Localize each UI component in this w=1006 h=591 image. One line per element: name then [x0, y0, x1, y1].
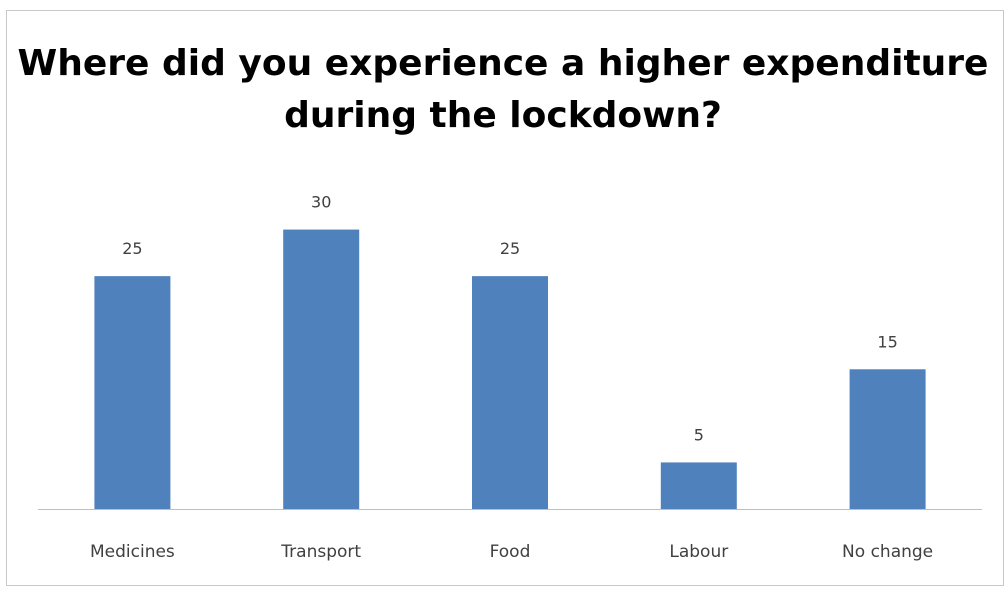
- data-label-medicines: 25: [122, 239, 142, 258]
- x-tick-label-no-change: No change: [842, 542, 933, 562]
- x-tick-label-labour: Labour: [669, 542, 728, 562]
- bars-layer: [94, 229, 926, 510]
- bar-no-change: [849, 369, 926, 509]
- x-tick-label-medicines: Medicines: [90, 542, 175, 562]
- x-tick-label-transport: Transport: [280, 542, 361, 562]
- chart-title: Where did you experience a higher expend…: [17, 43, 989, 136]
- x-tick-label-food: Food: [490, 542, 531, 562]
- bar-labour: [660, 462, 737, 509]
- data-label-no-change: 15: [877, 332, 897, 351]
- bar-food: [472, 276, 548, 509]
- bar-medicines: [94, 276, 171, 509]
- data-label-transport: 30: [311, 193, 331, 212]
- data-label-labour: 5: [694, 425, 704, 444]
- bar-transport: [283, 229, 360, 510]
- labels-layer: 25 Medicines 30 Transport 25 Food 5 Labour 15 No …: [90, 193, 933, 562]
- data-label-food: 25: [500, 239, 520, 258]
